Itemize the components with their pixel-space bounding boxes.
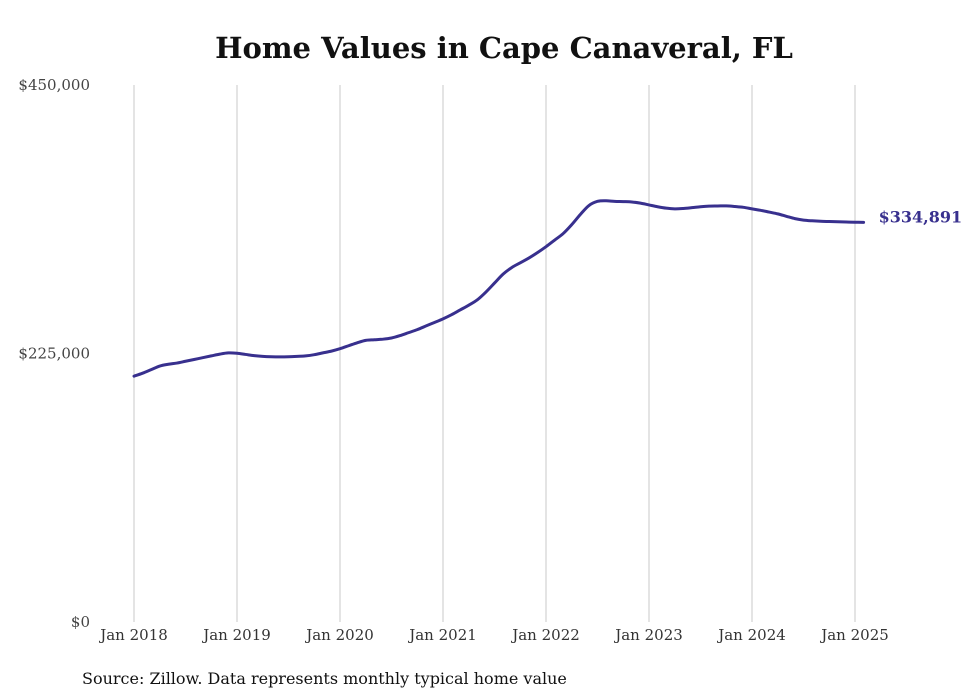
series-layer	[132, 199, 866, 378]
x-tick-label: Jan 2024	[716, 626, 786, 644]
x-tick-label: Jan 2022	[510, 626, 580, 644]
chart-title: Home Values in Cape Canaveral, FL	[215, 31, 793, 65]
x-tick-label: Jan 2021	[407, 626, 477, 644]
x-tick-label: Jan 2025	[819, 626, 889, 644]
x-axis: Jan 2018 Jan 2019 Jan 2020 Jan 2021 Jan 2022…	[98, 626, 889, 644]
grid	[133, 85, 856, 622]
x-tick-label: Jan 2020	[304, 626, 374, 644]
y-tick-label: $0	[71, 613, 90, 631]
home-value-line	[132, 199, 866, 378]
x-tick-label: Jan 2023	[613, 626, 683, 644]
y-tick-label: $225,000	[18, 345, 90, 363]
x-tick-label: Jan 2019	[201, 626, 271, 644]
end-value-label: $334,891	[879, 207, 963, 226]
y-tick-label: $450,000	[18, 76, 90, 94]
y-axis: $0 $225,000 $450,000	[18, 76, 90, 631]
x-tick-label: Jan 2018	[98, 626, 168, 644]
source-note: Source: Zillow. Data represents monthly …	[82, 669, 567, 688]
